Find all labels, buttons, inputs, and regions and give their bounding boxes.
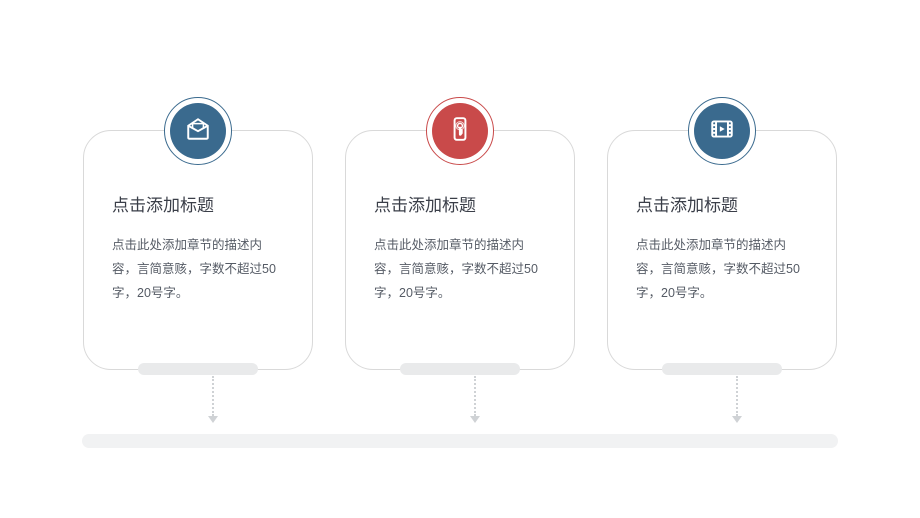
connector-pill-2 (400, 363, 520, 375)
info-card-1: 点击添加标题 点击此处添加章节的描述内容，言简意赅，字数不超过50字，20号字。 (83, 130, 313, 370)
dotted-connector-1 (212, 376, 214, 416)
film-strip-icon (709, 116, 735, 147)
info-card-3: 点击添加标题 点击此处添加章节的描述内容，言简意赅，字数不超过50字，20号字。 (607, 130, 837, 370)
card-title-3: 点击添加标题 (636, 191, 808, 216)
connector-pill-3 (662, 363, 782, 375)
dotted-connector-2 (474, 376, 476, 416)
connector-pill-1 (138, 363, 258, 375)
arrow-head-2 (470, 416, 480, 423)
icon-circle-1 (170, 103, 226, 159)
arrow-head-3 (732, 416, 742, 423)
timeline-bar (82, 434, 838, 448)
card-title-1: 点击添加标题 (112, 191, 284, 216)
card-title-2: 点击添加标题 (374, 191, 546, 216)
icon-circle-3 (694, 103, 750, 159)
envelope-open-icon (185, 116, 211, 147)
touch-screen-icon (447, 116, 473, 147)
arrow-head-1 (208, 416, 218, 423)
card-body-1: 点击此处添加章节的描述内容，言简意赅，字数不超过50字，20号字。 (112, 234, 284, 305)
card-body-2: 点击此处添加章节的描述内容，言简意赅，字数不超过50字，20号字。 (374, 234, 546, 305)
card-body-3: 点击此处添加章节的描述内容，言简意赅，字数不超过50字，20号字。 (636, 234, 808, 305)
cards-row: 点击添加标题 点击此处添加章节的描述内容，言简意赅，字数不超过50字，20号字。… (0, 130, 920, 370)
icon-circle-2 (432, 103, 488, 159)
info-card-2: 点击添加标题 点击此处添加章节的描述内容，言简意赅，字数不超过50字，20号字。 (345, 130, 575, 370)
dotted-connector-3 (736, 376, 738, 416)
